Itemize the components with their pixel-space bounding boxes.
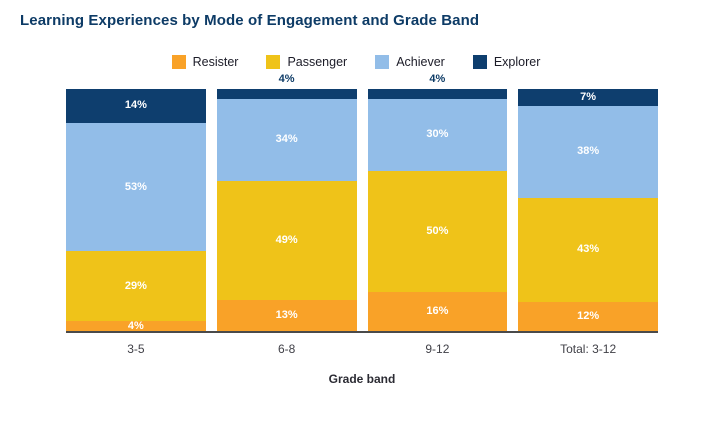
stacked-bar: 7% 38% 43% 12% bbox=[518, 89, 658, 331]
bar-segment-passenger: 49% bbox=[216, 180, 357, 300]
bar-segment-passenger: 43% bbox=[518, 197, 658, 302]
bar-segment-achiever: 38% bbox=[518, 105, 658, 198]
bar-segment-passenger: 50% bbox=[367, 171, 508, 293]
bars: 14% 53% 29% 4% 4% 34% 49% 13% 4% 30% 50% 16% 7% 38% 43… bbox=[66, 73, 658, 333]
category-label: 6-8 bbox=[277, 342, 296, 356]
category-label: 9-12 bbox=[425, 342, 450, 356]
legend: Resister Passenger Achiever Explorer bbox=[0, 55, 712, 69]
bar-segment-explorer bbox=[367, 89, 508, 99]
legend-swatch-icon bbox=[171, 55, 186, 69]
bar-segment-resister: 16% bbox=[367, 292, 508, 331]
legend-swatch-icon bbox=[375, 55, 390, 69]
legend-item-explorer: Explorer bbox=[472, 55, 541, 69]
legend-swatch-icon bbox=[472, 55, 487, 69]
bar-segment-passenger: 29% bbox=[66, 251, 206, 322]
chart-title: Learning Experiences by Mode of Engageme… bbox=[20, 12, 480, 29]
bar-segment-explorer: 7% bbox=[518, 89, 658, 106]
segment-label-outside: 4% bbox=[278, 73, 295, 85]
legend-label: Resister bbox=[192, 55, 239, 69]
stacked-bar: 14% 53% 29% 4% bbox=[66, 89, 206, 331]
legend-label: Achiever bbox=[396, 55, 445, 69]
category-label: Total: 3-12 bbox=[560, 342, 617, 356]
legend-label: Explorer bbox=[493, 55, 541, 69]
category-label: 3-5 bbox=[127, 342, 145, 356]
bar-segment-explorer bbox=[216, 89, 357, 99]
legend-item-achiever: Achiever bbox=[375, 55, 445, 69]
legend-label: Passenger bbox=[287, 55, 348, 69]
category-labels: 3-5 6-8 9-12 Total: 3-12 bbox=[66, 342, 658, 356]
stacked-bar: 4% 30% 50% 16% bbox=[367, 73, 508, 331]
legend-swatch-icon bbox=[266, 55, 281, 69]
legend-item-passenger: Passenger bbox=[266, 55, 347, 69]
bar-segment-explorer: 14% bbox=[66, 89, 206, 123]
chart-area: 14% 53% 29% 4% 4% 34% 49% 13% 4% 30% 50% 16% 7% 38% 43… bbox=[66, 73, 658, 386]
x-axis-title: Grade band bbox=[328, 372, 396, 386]
bar-segment-resister: 4% bbox=[66, 320, 206, 331]
bar-segment-resister: 13% bbox=[216, 299, 357, 331]
bar-segment-achiever: 34% bbox=[216, 98, 357, 181]
segment-label-outside: 4% bbox=[429, 73, 446, 85]
stacked-bar: 4% 34% 49% 13% bbox=[216, 73, 357, 331]
bar-segment-achiever: 53% bbox=[66, 122, 206, 252]
bar-segment-achiever: 30% bbox=[367, 98, 508, 172]
bar-segment-resister: 12% bbox=[518, 301, 658, 331]
legend-item-resister: Resister bbox=[171, 55, 239, 69]
